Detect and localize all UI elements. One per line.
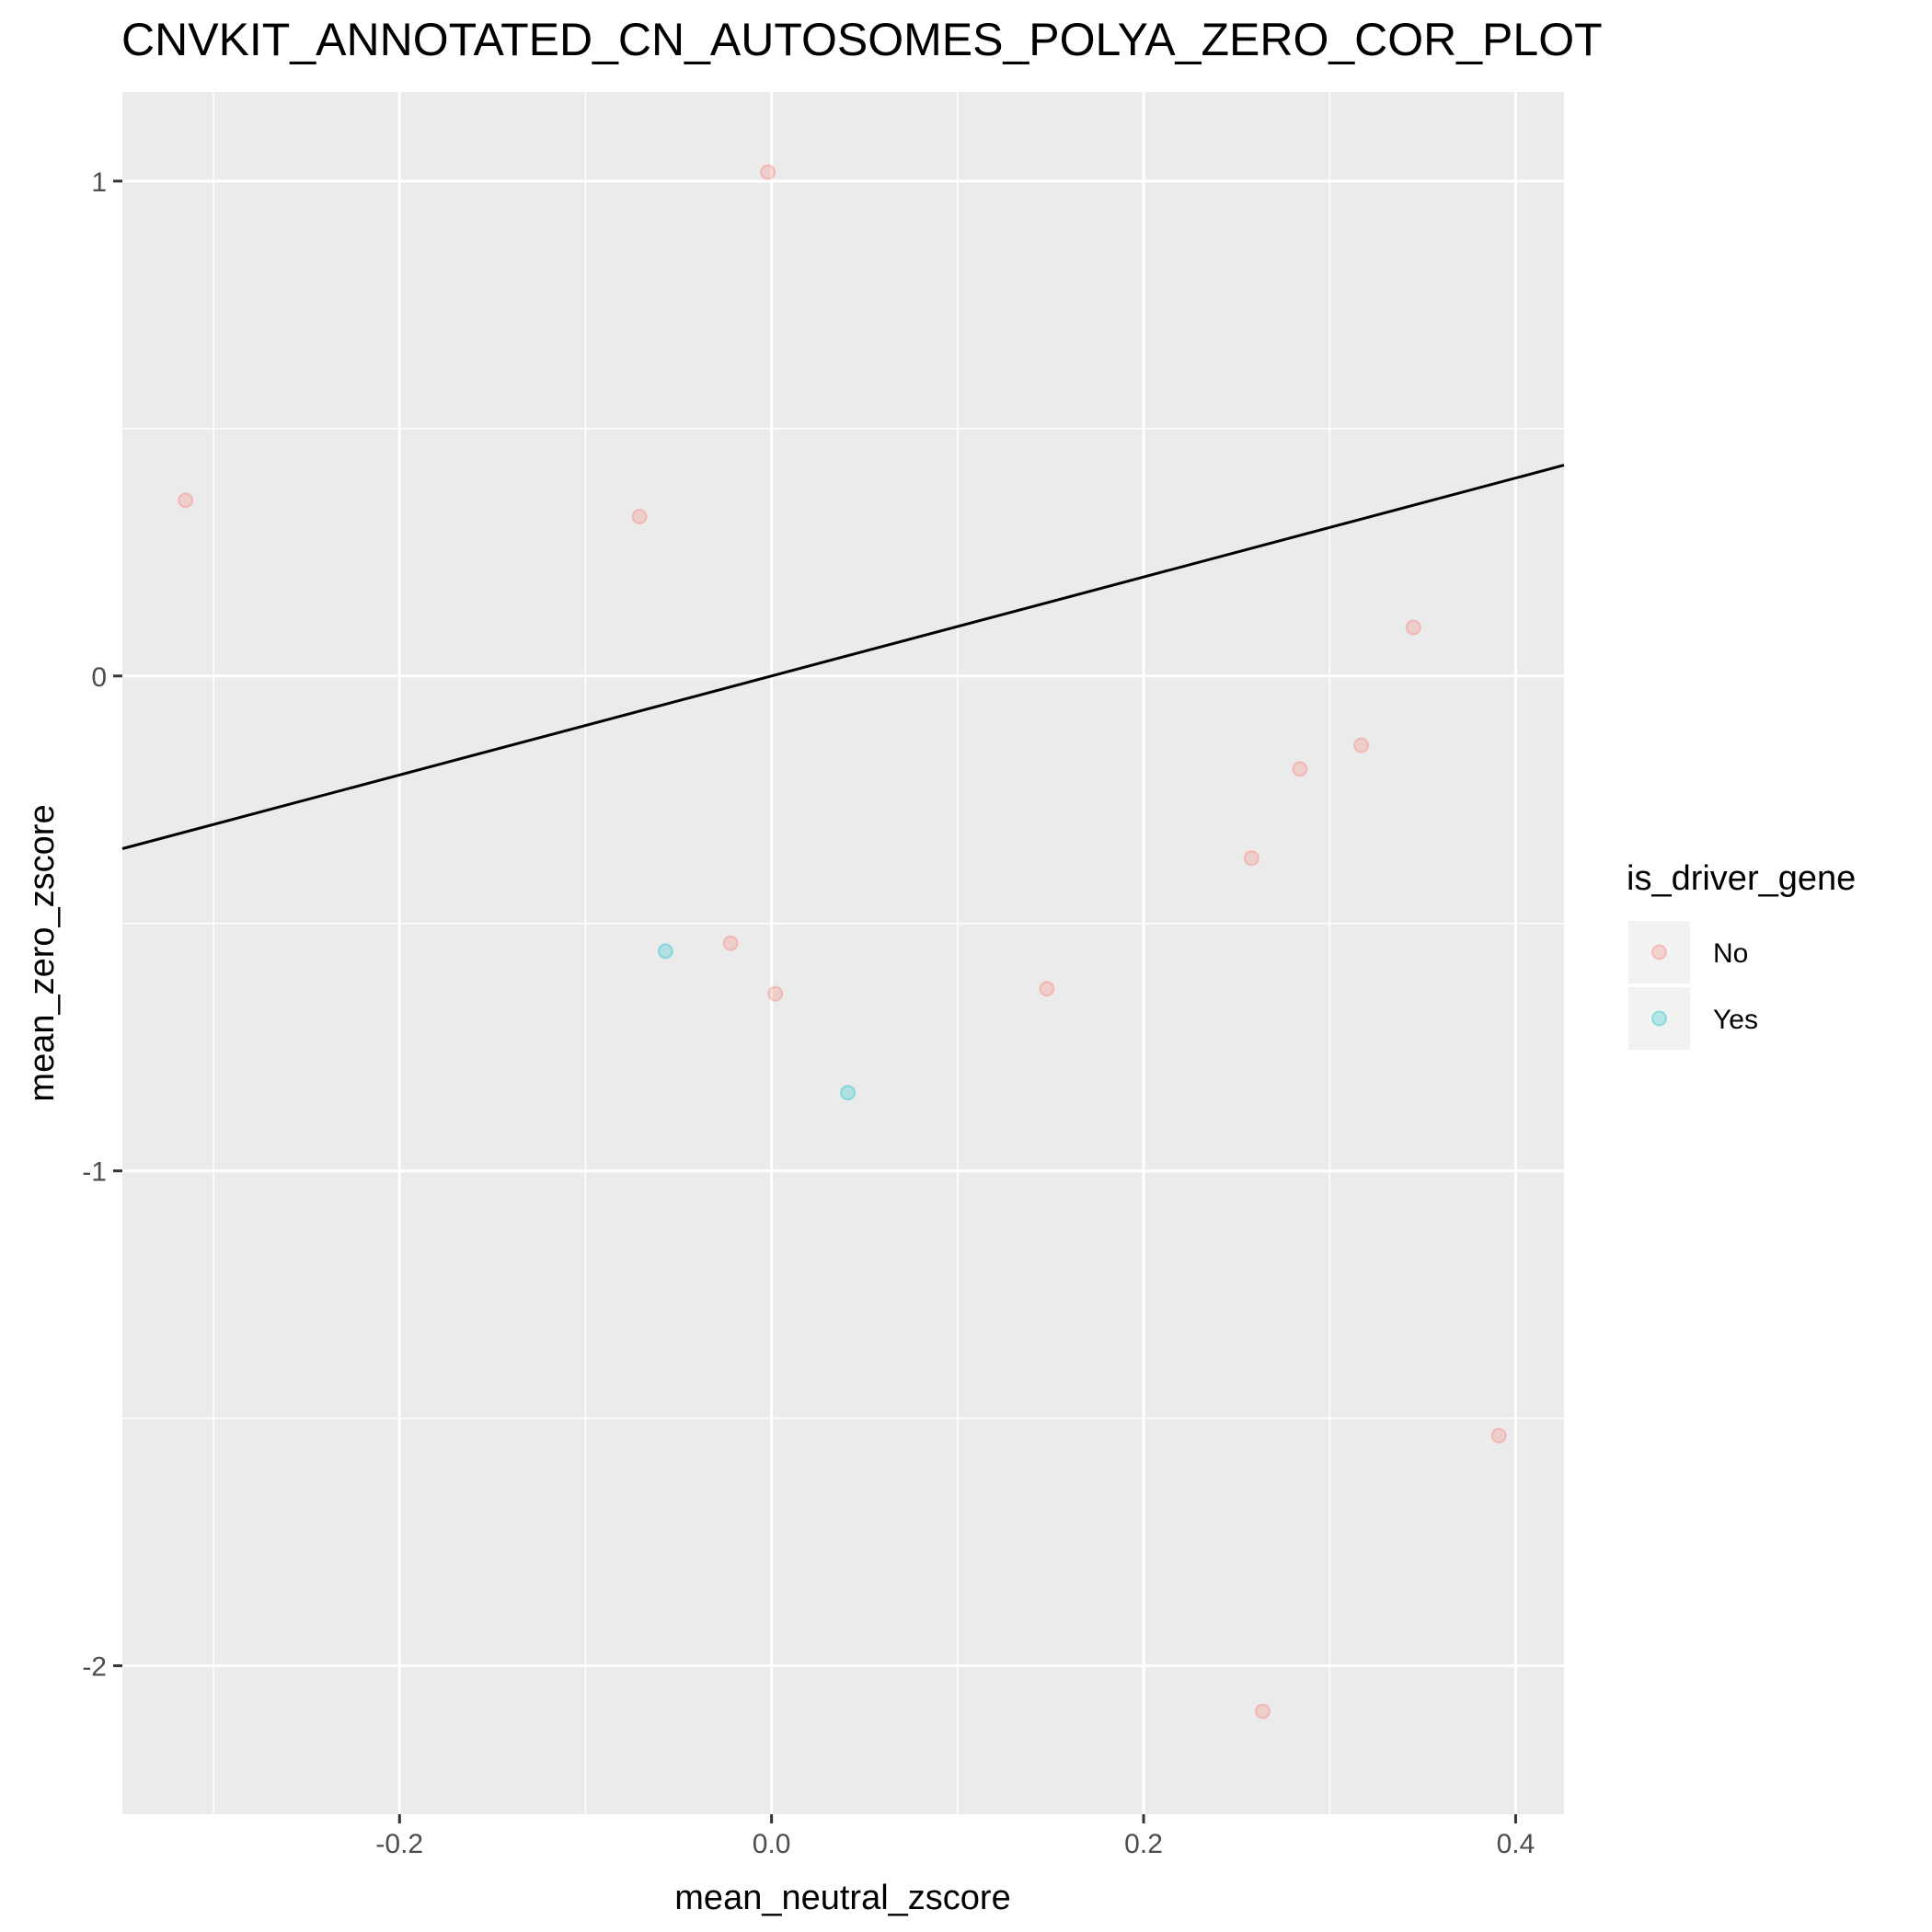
data-point-no (1292, 761, 1308, 777)
x-tick-label: 0.2 (1124, 1829, 1163, 1859)
data-point-no (1405, 619, 1421, 636)
reference-line-group (121, 464, 1565, 850)
y-axis: -2 -1 0 1 (82, 167, 122, 1683)
legend-key-no (1651, 944, 1667, 960)
x-tick-label: -0.2 (375, 1829, 423, 1859)
data-point-no (760, 164, 776, 180)
x-axis-title: mean_neutral_zscore (674, 1879, 1010, 1917)
data-point-no (1243, 850, 1259, 867)
y-tick-label: -1 (82, 1157, 107, 1188)
minor-gridlines (122, 92, 1564, 1814)
legend-key-background (1628, 921, 1690, 983)
x-tick-label: 0.0 (753, 1829, 791, 1859)
data-point-no (1490, 1427, 1507, 1443)
data-point-no (767, 985, 784, 1002)
x-tick-label: 0.4 (1497, 1829, 1535, 1859)
data-point-yes (657, 943, 673, 960)
y-tick-label: 1 (91, 167, 107, 198)
data-point-yes (840, 1085, 857, 1101)
data-point-no (1353, 737, 1370, 753)
data-points (178, 164, 1507, 1719)
legend-key-background (1628, 987, 1690, 1050)
x-axis: -0.2 0.0 0.2 0.4 (375, 1814, 1535, 1859)
chart-title: CNVKIT_ANNOTATED_CN_AUTOSOMES_POLYA_ZERO… (121, 14, 1603, 65)
data-point-no (1039, 981, 1055, 997)
y-tick-label: 0 (91, 662, 107, 693)
legend: is_driver_gene No Yes (1627, 859, 1856, 1050)
data-point-no (178, 492, 194, 509)
major-gridlines (122, 92, 1564, 1814)
legend-key-yes (1651, 1010, 1667, 1027)
data-point-no (631, 509, 648, 525)
identity-reference-line (121, 464, 1565, 850)
panel-background (122, 92, 1564, 1814)
data-point-no (722, 935, 739, 951)
data-point-no (1254, 1703, 1271, 1719)
y-axis-title: mean_zero_zscore (23, 804, 62, 1101)
legend-title: is_driver_gene (1627, 859, 1856, 898)
legend-items: No Yes (1628, 921, 1758, 1050)
legend-label-no: No (1713, 938, 1748, 969)
plot-panel (121, 92, 1565, 1814)
legend-label-yes: Yes (1713, 1005, 1758, 1035)
y-tick-label: -2 (82, 1652, 107, 1683)
